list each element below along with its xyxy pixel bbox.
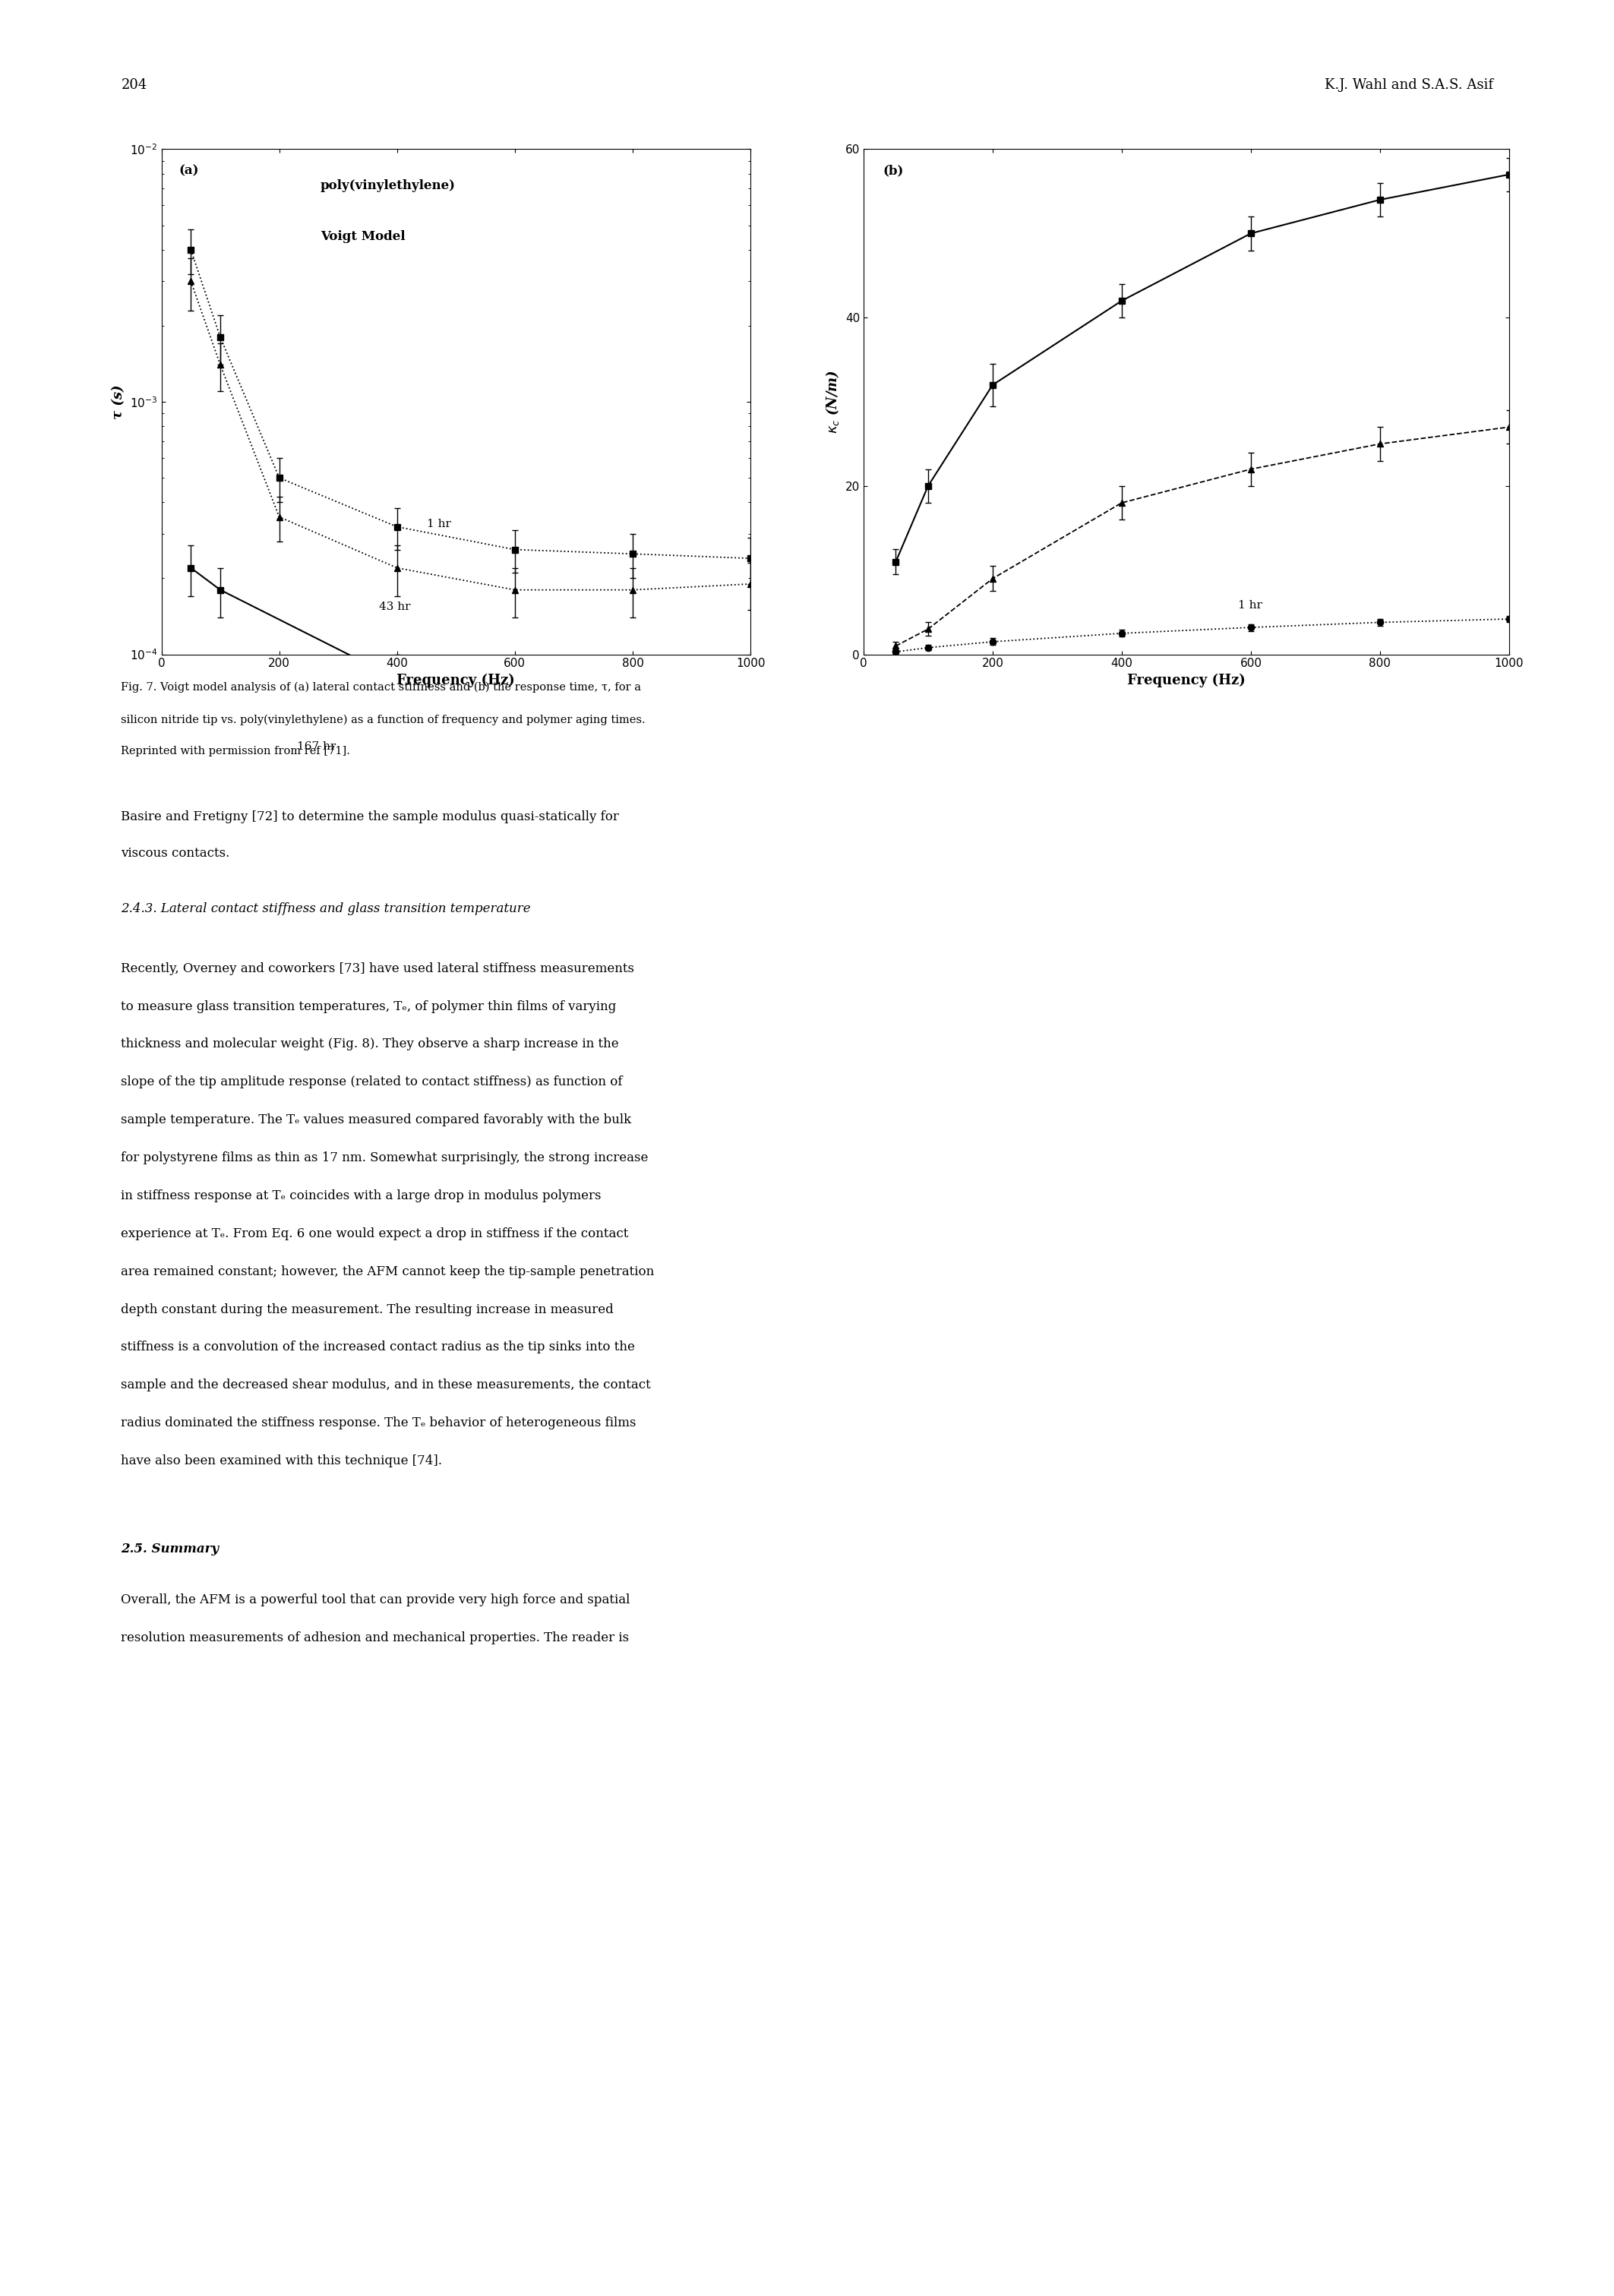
Text: 2.5. Summary: 2.5. Summary <box>121 1543 220 1557</box>
Text: viscous contacts.: viscous contacts. <box>121 847 229 861</box>
Text: stiffness is a convolution of the increased contact radius as the tip sinks into: stiffness is a convolution of the increa… <box>121 1341 636 1355</box>
Text: Recently, Overney and coworkers [73] have used lateral stiffness measurements: Recently, Overney and coworkers [73] hav… <box>121 962 634 976</box>
Text: depth constant during the measurement. The resulting increase in measured: depth constant during the measurement. T… <box>121 1304 613 1316</box>
Text: 167 hr: 167 hr <box>297 742 336 751</box>
Text: slope of the tip amplitude response (related to contact stiffness) as function o: slope of the tip amplitude response (rel… <box>121 1075 623 1088</box>
Text: sample and the decreased shear modulus, and in these measurements, the contact: sample and the decreased shear modulus, … <box>121 1378 650 1391</box>
X-axis label: Frequency (Hz): Frequency (Hz) <box>397 673 515 687</box>
Text: (b): (b) <box>883 165 904 177</box>
Text: Overall, the AFM is a powerful tool that can provide very high force and spatial: Overall, the AFM is a powerful tool that… <box>121 1593 629 1607</box>
Text: (a): (a) <box>179 165 199 177</box>
Text: to measure glass transition temperatures, Tₑ, of polymer thin films of varying: to measure glass transition temperatures… <box>121 1001 617 1013</box>
Text: Fig. 7. Voigt model analysis of (a) lateral contact stiffness and (b) the respon: Fig. 7. Voigt model analysis of (a) late… <box>121 682 641 693</box>
Text: Voigt Model: Voigt Model <box>321 230 405 243</box>
Text: radius dominated the stiffness response. The Tₑ behavior of heterogeneous films: radius dominated the stiffness response.… <box>121 1417 636 1430</box>
Text: resolution measurements of adhesion and mechanical properties. The reader is: resolution measurements of adhesion and … <box>121 1632 629 1644</box>
Text: sample temperature. The Tₑ values measured compared favorably with the bulk: sample temperature. The Tₑ values measur… <box>121 1114 631 1127</box>
Text: 1 hr: 1 hr <box>426 519 450 528</box>
Text: Reprinted with permission from ref [71].: Reprinted with permission from ref [71]. <box>121 746 350 758</box>
Text: area remained constant; however, the AFM cannot keep the tip-sample penetration: area remained constant; however, the AFM… <box>121 1265 654 1279</box>
Y-axis label: $\kappa_c$ (N/m): $\kappa_c$ (N/m) <box>825 370 841 434</box>
Text: thickness and molecular weight (Fig. 8). They observe a sharp increase in the: thickness and molecular weight (Fig. 8).… <box>121 1038 620 1052</box>
Text: 43 hr: 43 hr <box>379 602 412 613</box>
Text: poly(vinylethylene): poly(vinylethylene) <box>321 179 455 193</box>
Text: K.J. Wahl and S.A.S. Asif: K.J. Wahl and S.A.S. Asif <box>1325 78 1493 92</box>
X-axis label: Frequency (Hz): Frequency (Hz) <box>1127 673 1246 687</box>
Text: Basire and Fretigny [72] to determine the sample modulus quasi-statically for: Basire and Fretigny [72] to determine th… <box>121 810 620 824</box>
Text: experience at Tₑ. From Eq. 6 one would expect a drop in stiffness if the contact: experience at Tₑ. From Eq. 6 one would e… <box>121 1226 629 1240</box>
Text: in stiffness response at Tₑ coincides with a large drop in modulus polymers: in stiffness response at Tₑ coincides wi… <box>121 1189 602 1203</box>
Y-axis label: τ (s): τ (s) <box>111 383 126 420</box>
Text: silicon nitride tip vs. poly(vinylethylene) as a function of frequency and polym: silicon nitride tip vs. poly(vinylethyle… <box>121 714 646 726</box>
Text: 2.4.3. Lateral contact stiffness and glass transition temperature: 2.4.3. Lateral contact stiffness and gla… <box>121 902 531 916</box>
Text: 204: 204 <box>121 78 147 92</box>
Text: have also been examined with this technique [74].: have also been examined with this techni… <box>121 1456 442 1467</box>
Text: for polystyrene films as thin as 17 nm. Somewhat surprisingly, the strong increa: for polystyrene films as thin as 17 nm. … <box>121 1153 649 1164</box>
Text: 1 hr: 1 hr <box>1238 599 1262 611</box>
